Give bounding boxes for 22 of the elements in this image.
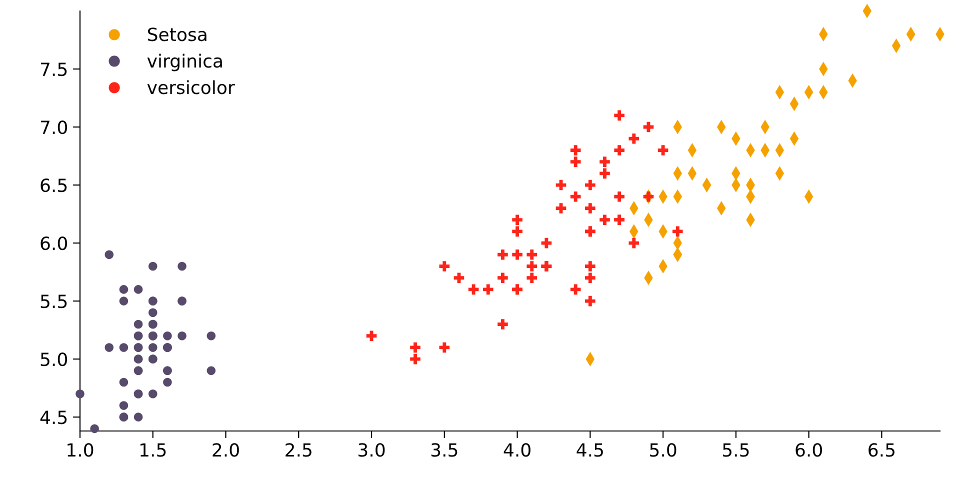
legend-label: virginica — [147, 54, 222, 72]
x-tick-label: 1.5 — [140, 443, 166, 457]
x-tick-label: 2.5 — [286, 443, 312, 457]
x-tick-label: 5.0 — [650, 443, 676, 457]
y-tick-label: 5.0 — [40, 352, 67, 366]
y-tick-label: 7.0 — [40, 120, 67, 134]
x-tick-label: 4.0 — [504, 443, 530, 457]
y-tick-label: 6.5 — [40, 178, 67, 192]
y-tick-label: 5.5 — [40, 294, 67, 308]
y-tick-label: 6.0 — [40, 236, 67, 250]
x-tick-label: 3.0 — [358, 443, 385, 457]
x-tick-label: 1.0 — [68, 443, 94, 457]
legend-label: versicolor — [147, 80, 235, 94]
y-tick-label: 4.5 — [40, 410, 67, 424]
x-tick-label: 6.5 — [868, 443, 894, 457]
x-tick-label: 4.5 — [576, 443, 603, 457]
x-tick-label: 3.5 — [431, 443, 458, 457]
x-tick-label: 5.5 — [722, 443, 749, 457]
x-tick-label: 2.0 — [212, 443, 239, 457]
y-tick-label: 7.5 — [40, 62, 67, 76]
legend-label: Setosa — [148, 28, 206, 42]
x-tick-label: 6.0 — [796, 443, 822, 457]
